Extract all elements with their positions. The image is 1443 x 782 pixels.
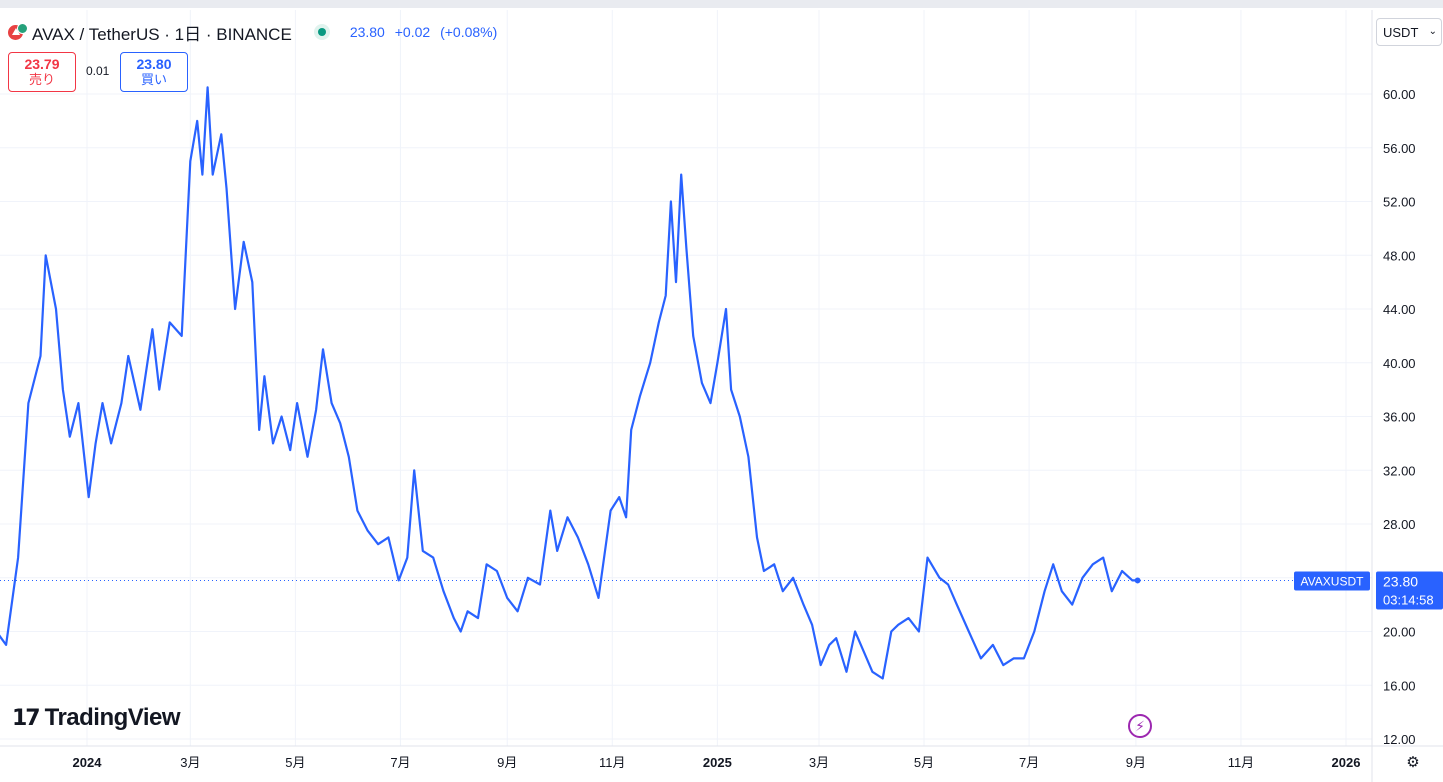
x-tick-label: 7月 xyxy=(390,755,410,770)
y-tick-label: 56.00 xyxy=(1383,141,1416,156)
price-info: 23.80 +0.02 (+0.08%) xyxy=(350,24,503,40)
tradingview-logo[interactable]: 17 TradingView xyxy=(12,704,181,732)
x-tick-label: 5月 xyxy=(285,755,305,770)
price-change-pct: (+0.08%) xyxy=(440,24,498,40)
y-tick-label: 20.00 xyxy=(1383,625,1416,640)
top-strip xyxy=(0,0,1443,8)
series-name-label: AVAXUSDT xyxy=(1301,574,1365,588)
x-tick-label: 7月 xyxy=(1019,755,1039,770)
symbol-title[interactable]: AVAX / TetherUS · 1日 · BINANCE xyxy=(32,24,292,44)
x-tick-label: 11月 xyxy=(1228,755,1255,770)
currency-value: USDT xyxy=(1383,25,1419,40)
axis-layer: 12.0016.0020.0024.0028.0032.0036.0040.00… xyxy=(0,10,1443,782)
x-tick-label: 3月 xyxy=(180,755,200,770)
flash-icon[interactable]: ⚡ xyxy=(1128,714,1152,738)
sell-button[interactable]: 23.79 売り xyxy=(8,52,76,92)
x-tick-label: 3月 xyxy=(809,755,829,770)
x-tick-label: 5月 xyxy=(914,755,934,770)
last-price-label: 23.80 xyxy=(1383,573,1418,589)
series-line-avaxusdt xyxy=(0,86,1138,680)
gear-icon[interactable]: ⚙ xyxy=(1406,754,1420,771)
currency-select[interactable]: USDT ⌄ xyxy=(1376,18,1442,46)
buy-button[interactable]: 23.80 買い xyxy=(120,52,188,92)
y-tick-label: 44.00 xyxy=(1383,302,1416,317)
buy-label: 買い xyxy=(140,72,167,87)
y-tick-label: 60.00 xyxy=(1383,87,1416,102)
sell-label: 売り xyxy=(28,72,55,87)
countdown-label: 03:14:58 xyxy=(1383,592,1434,607)
y-tick-label: 12.00 xyxy=(1383,732,1416,747)
x-tick-label: 9月 xyxy=(1126,755,1146,770)
buy-price: 23.80 xyxy=(136,56,172,72)
y-tick-label: 28.00 xyxy=(1383,517,1416,532)
spread-value: 0.01 xyxy=(86,64,110,78)
x-tick-label: 9月 xyxy=(497,755,517,770)
chevron-down-icon: ⌄ xyxy=(1428,26,1437,37)
last-price-label-bg xyxy=(1376,571,1443,610)
y-tick-label: 32.00 xyxy=(1383,463,1416,478)
y-tick-label: 52.00 xyxy=(1383,195,1416,210)
x-tick-label: 2024 xyxy=(73,755,103,770)
series-layer xyxy=(0,86,1141,680)
chart-header: AVAX / TetherUS · 1日 · BINANCE 23.80 +0.… xyxy=(8,20,503,44)
x-tick-label: 11月 xyxy=(599,755,626,770)
tradingview-mark-icon: 17 xyxy=(12,705,41,731)
y-tick-label: 48.00 xyxy=(1383,248,1416,263)
tradingview-logo-text: TradingView xyxy=(44,704,181,731)
x-tick-label: 2026 xyxy=(1332,755,1361,770)
y-tick-label: 16.00 xyxy=(1383,678,1416,693)
y-tick-label: 40.00 xyxy=(1383,356,1416,371)
price-change: +0.02 xyxy=(394,24,431,40)
label-layer: AVAXUSDT 23.80 03:14:58 xyxy=(0,571,1443,610)
x-tick-label: 2025 xyxy=(703,755,732,770)
last-price: 23.80 xyxy=(349,24,385,40)
last-point xyxy=(1134,577,1141,584)
grid-layer xyxy=(0,10,1372,746)
market-open-icon[interactable] xyxy=(313,24,330,40)
series-name-label-bg xyxy=(1294,571,1370,591)
avax-usdt-logo-icon xyxy=(8,23,28,41)
sell-price: 23.79 xyxy=(24,56,60,72)
y-tick-label: 36.00 xyxy=(1383,410,1416,425)
